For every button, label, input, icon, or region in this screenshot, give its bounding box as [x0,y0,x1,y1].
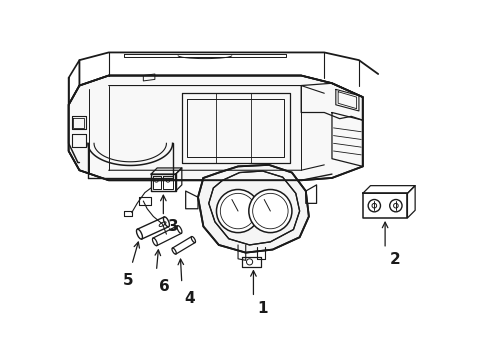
Text: 2: 2 [390,252,400,267]
Text: 6: 6 [159,279,170,294]
Ellipse shape [368,199,381,212]
Text: 5: 5 [122,273,133,288]
Polygon shape [69,76,363,180]
Text: 1: 1 [257,301,268,316]
Ellipse shape [249,189,292,233]
Ellipse shape [390,199,402,212]
Text: 3: 3 [168,219,178,234]
Polygon shape [209,171,300,245]
Text: 4: 4 [184,291,195,306]
Ellipse shape [217,189,260,233]
Polygon shape [198,165,309,253]
